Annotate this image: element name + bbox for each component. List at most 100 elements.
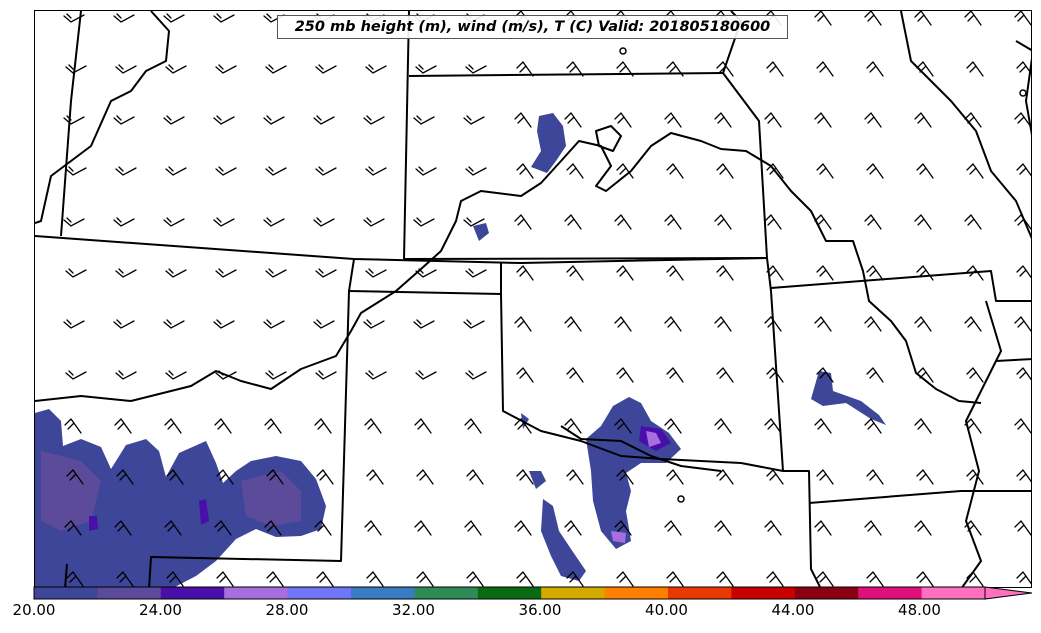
wind-barb — [366, 571, 384, 587]
wind-barb — [313, 217, 335, 227]
wind-barb — [164, 520, 182, 536]
colorbar-segment — [858, 587, 923, 599]
wind-barb — [266, 469, 284, 485]
wind-barb — [265, 166, 287, 176]
boundary-nebraska-north — [408, 72, 724, 77]
wind-barb — [115, 370, 137, 380]
wind-barb — [265, 370, 287, 380]
wind-barb — [415, 268, 437, 278]
wind-barb — [163, 115, 185, 125]
wind-barb — [63, 115, 85, 125]
colorbar-tick-label: 48.00 — [898, 601, 941, 619]
wind-barb — [966, 265, 984, 281]
marker-circle-1 — [619, 47, 627, 55]
wind-barb — [714, 214, 732, 230]
wind-barb — [66, 571, 84, 587]
wind-barb — [966, 571, 984, 587]
wind-barb — [466, 571, 484, 587]
boundary-wyoming-east — [403, 11, 410, 260]
wind-barb — [1014, 520, 1031, 536]
wind-barb — [966, 469, 984, 485]
wind-barb — [964, 418, 982, 434]
wind-barb — [814, 316, 832, 332]
shade-violet-2 — [89, 516, 98, 531]
wind-barb — [316, 469, 334, 485]
wind-barb — [463, 319, 485, 329]
wind-barb — [413, 115, 435, 125]
wind-barb — [414, 520, 432, 536]
wind-barb — [463, 115, 485, 125]
wind-barb — [616, 163, 634, 179]
colorbar — [33, 586, 1033, 600]
contour-south — [560, 425, 722, 472]
wind-barb — [864, 520, 882, 536]
colorbar-segment — [160, 587, 225, 599]
wind-barb — [714, 112, 732, 128]
wind-barb — [716, 367, 734, 383]
wind-barb — [163, 217, 185, 227]
wind-barb — [516, 61, 534, 77]
wind-barb — [463, 217, 485, 227]
wind-barb — [165, 166, 187, 176]
wind-barb — [516, 163, 534, 179]
wind-barb — [614, 214, 632, 230]
wind-barb — [365, 166, 387, 176]
boundary-arkansas-south — [808, 490, 1031, 504]
wind-barb — [766, 469, 784, 485]
wind-barb — [415, 166, 437, 176]
shade-colorado-spot — [473, 223, 489, 241]
map-canvas — [35, 11, 1031, 587]
wind-barb — [766, 265, 784, 281]
wind-barb — [764, 418, 782, 434]
wind-barb — [113, 13, 135, 23]
wind-barb — [514, 316, 532, 332]
wind-barb — [816, 469, 834, 485]
colorbar-segment — [668, 587, 732, 599]
shaded-regions — [35, 113, 886, 587]
wind-barb — [113, 115, 135, 125]
wind-barb — [1014, 214, 1031, 230]
colorbar-tick-label: 28.00 — [265, 601, 309, 619]
wind-barb — [65, 166, 87, 176]
wind-barb — [866, 61, 884, 77]
wind-barb — [1014, 112, 1031, 128]
wind-barb — [366, 469, 384, 485]
wind-barb — [1016, 469, 1031, 483]
wind-barb — [916, 163, 934, 179]
marker-circle-3 — [1019, 89, 1027, 97]
wind-barb — [614, 112, 632, 128]
wind-barb — [1016, 163, 1031, 177]
wind-barb — [666, 163, 684, 179]
colorbar-tick-label: 40.00 — [645, 601, 688, 619]
colorbar-segment — [287, 587, 352, 599]
shade-lavender-1 — [646, 431, 661, 447]
wind-barb — [766, 61, 784, 77]
political-boundaries — [35, 11, 1031, 587]
wind-barb — [964, 214, 982, 230]
boundary-kansas-north — [403, 257, 768, 260]
wind-barb — [566, 163, 584, 179]
wind-barb — [964, 316, 982, 332]
wind-barb — [263, 319, 285, 329]
wind-barb — [416, 571, 434, 587]
wind-barb — [1014, 11, 1031, 26]
wind-barb — [866, 571, 884, 587]
wind-barb — [916, 265, 934, 281]
wind-barb — [914, 418, 932, 434]
wind-barb — [866, 265, 884, 281]
boundary-west — [60, 11, 82, 237]
wind-barb — [1016, 571, 1031, 585]
wind-barb — [866, 367, 884, 383]
wind-barb — [714, 520, 732, 536]
wind-barb — [716, 163, 734, 179]
wind-barb — [616, 61, 634, 77]
wind-barb — [116, 571, 134, 587]
wind-barb — [314, 520, 332, 536]
wind-barb — [365, 268, 387, 278]
wind-barb — [215, 64, 237, 74]
colorbar-segment — [34, 587, 98, 599]
wind-barb — [65, 268, 87, 278]
wind-barb — [766, 367, 784, 383]
boundary-nm-east — [148, 290, 350, 587]
colorbar-segment — [97, 587, 162, 599]
